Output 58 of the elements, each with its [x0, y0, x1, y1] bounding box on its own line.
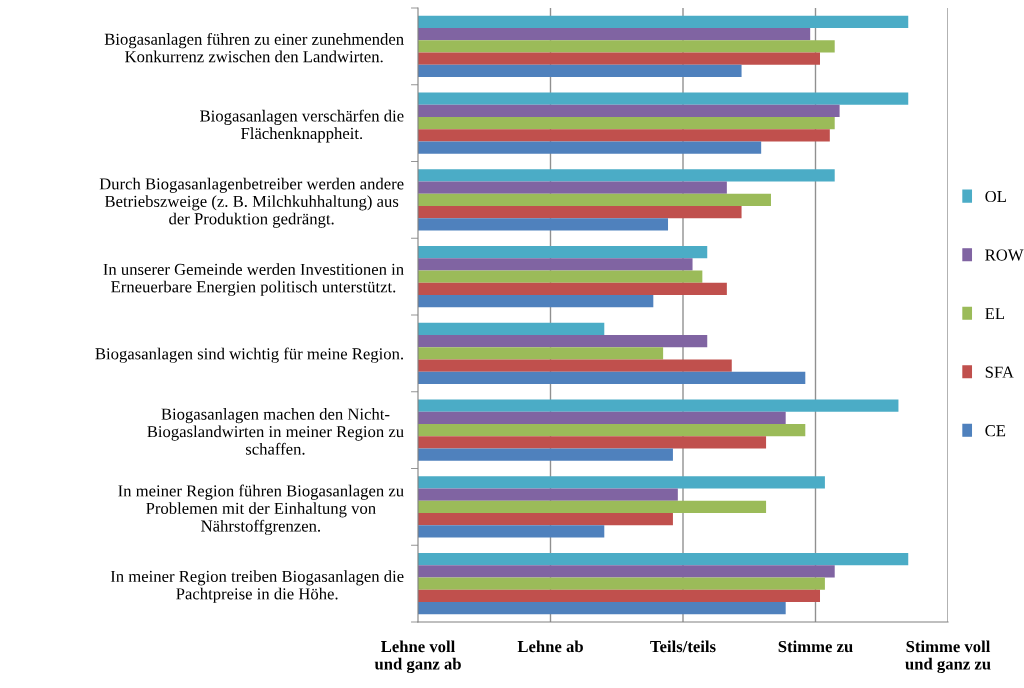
- bar: [418, 500, 767, 514]
- bar: [418, 15, 909, 28]
- bar: [418, 295, 654, 308]
- bar: [418, 193, 771, 207]
- bar: [418, 270, 703, 283]
- text: Teils/teils: [650, 640, 716, 653]
- bar: [418, 129, 830, 142]
- bar: [418, 371, 806, 385]
- legend-label: ROW: [985, 249, 1024, 261]
- bar: [418, 399, 899, 412]
- y-tick-label: In meiner Region treiben Biogasanlagen die Pachtpreise in die Höhe.: [110, 570, 404, 603]
- bar: [418, 64, 742, 78]
- bar: [418, 181, 727, 194]
- bar: [418, 104, 840, 117]
- y-tick-label: In meiner Region führen Biogasanlagen zu Problemen mit der Einhaltung von Nährstoffgrenzen.: [118, 484, 404, 536]
- y-tick-label: In unserer Gemeinde werden Investitionen in Erneuerbare Energien politisch unterstützt.: [103, 263, 404, 296]
- text: Lehne voll und ganz ab: [374, 640, 461, 674]
- bar: [418, 52, 820, 65]
- bar: [418, 116, 835, 130]
- bar: [418, 27, 811, 41]
- bar: [418, 552, 909, 566]
- y-tick-label: Biogasanlagen verschärfen die Flächenknappheit.: [200, 109, 404, 143]
- bar: [418, 347, 664, 360]
- y-tick-label: Biogasanlagen führen zu einer zunehmenden Konkurrenz zwischen den Landwirten.: [104, 32, 404, 63]
- bar: [418, 322, 605, 335]
- y-tick-label: Biogasanlagen machen den Nicht- Biogaslandwirten in meiner Region zu schaffen.: [147, 408, 404, 455]
- bar: [418, 577, 825, 590]
- bar: [418, 476, 825, 489]
- y-tick-label: Biogasanlagen sind wichtig für meine Region.: [95, 347, 404, 363]
- bar: [418, 488, 678, 501]
- bar: [418, 565, 835, 578]
- legend-label: EL: [985, 308, 1005, 320]
- bar: [418, 448, 673, 461]
- legend-label: OL: [985, 190, 1006, 203]
- bar: [418, 218, 669, 231]
- bar: [418, 92, 909, 105]
- text: Stimme voll und ganz zu: [905, 640, 991, 674]
- bar: [418, 141, 762, 154]
- bar: [418, 589, 820, 603]
- bar: [418, 206, 742, 219]
- bar: [418, 258, 693, 271]
- bar: [418, 40, 835, 53]
- bar: [418, 411, 786, 424]
- text: Lehne ab: [517, 640, 583, 653]
- y-tick-label: Durch Biogasanlagenbetreiber werden andere Betriebszweige (z. B. Milchkuhhaltung) aus der Produktion gedrängt.: [99, 177, 404, 228]
- legend-label: CE: [985, 425, 1006, 437]
- bar: [418, 334, 708, 348]
- bar: [418, 602, 786, 615]
- bar: [418, 513, 673, 526]
- bar: [418, 169, 835, 182]
- bar: [418, 423, 806, 437]
- bar: [418, 525, 605, 538]
- bar: [418, 359, 732, 372]
- bar: [418, 436, 767, 449]
- bar: [418, 245, 708, 259]
- text: Stimme zu: [778, 640, 853, 653]
- legend-label: SFA: [985, 366, 1014, 378]
- bar: [418, 282, 727, 296]
